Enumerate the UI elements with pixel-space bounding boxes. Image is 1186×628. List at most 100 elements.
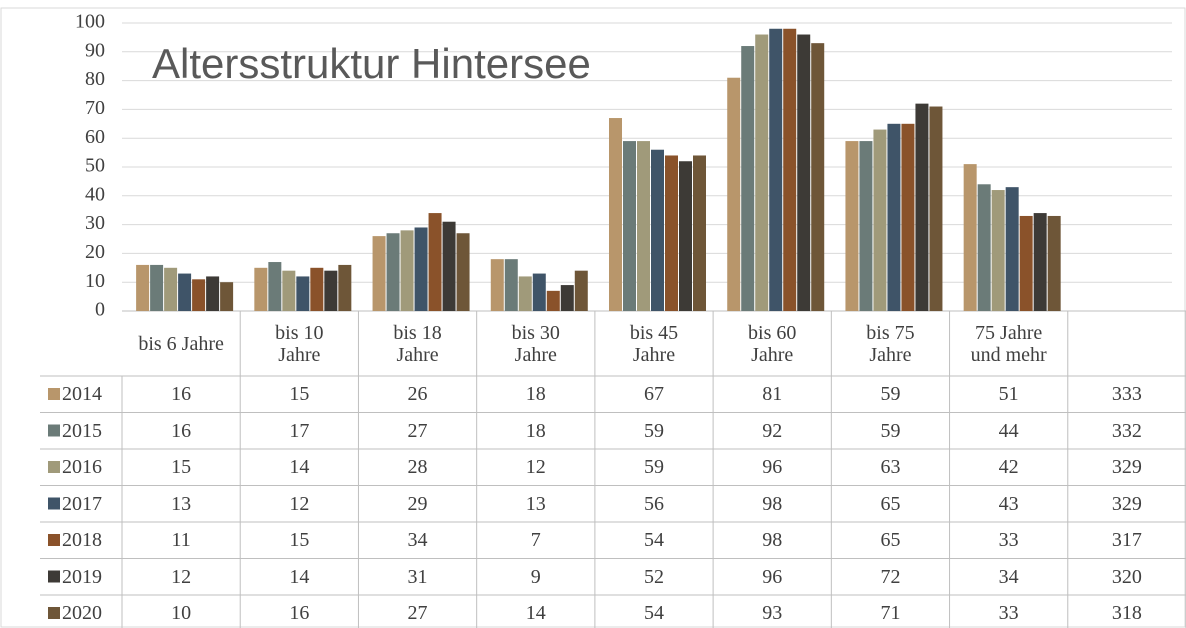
bar	[504, 259, 518, 311]
table-value: 34	[407, 529, 428, 551]
bar	[1047, 215, 1061, 311]
bar	[532, 273, 546, 311]
x-tick-label: bis 75 Jahre	[866, 322, 915, 366]
bar	[192, 279, 206, 311]
bar	[1033, 213, 1047, 311]
bar	[755, 34, 769, 312]
table-value: 81	[762, 383, 783, 405]
table-total: 317	[1111, 529, 1142, 551]
table-value: 27	[407, 602, 428, 624]
table-total: 333	[1111, 383, 1142, 405]
legend-label: 2020	[62, 602, 102, 624]
bar	[178, 273, 192, 311]
table-total: 329	[1111, 456, 1142, 478]
x-tick-label: bis 45 Jahre	[629, 322, 679, 366]
bar	[797, 34, 811, 312]
legend-label: 2018	[62, 529, 102, 551]
table-value: 33	[998, 529, 1019, 551]
table-value: 14	[525, 602, 546, 624]
legend-swatch	[48, 607, 60, 619]
legend-swatch	[48, 497, 60, 510]
table-value: 15	[289, 529, 310, 551]
table-value: 27	[407, 419, 428, 442]
x-tick-label: bis 6 Jahre	[138, 333, 224, 355]
table-value: 51	[998, 383, 1019, 405]
bar	[560, 285, 574, 311]
bar	[963, 164, 977, 311]
table-value: 26	[407, 383, 428, 405]
bar	[518, 276, 532, 311]
table-value: 10	[171, 602, 192, 624]
table-value: 98	[762, 492, 783, 515]
table-total: 332	[1111, 419, 1142, 442]
table-value: 31	[407, 565, 428, 588]
x-tick-label: bis 60 Jahre	[748, 322, 797, 366]
table-value: 54	[643, 529, 664, 551]
bar	[1019, 215, 1033, 311]
bar	[741, 46, 755, 311]
bar	[296, 276, 310, 311]
bar	[679, 161, 692, 311]
table-value: 9	[530, 565, 541, 588]
bar	[338, 264, 352, 311]
bar	[665, 155, 678, 311]
legend-swatch	[48, 424, 60, 437]
table-value: 11	[171, 529, 191, 551]
legend-label: 2015	[62, 419, 102, 442]
plot-frame	[0, 7, 1186, 628]
table-value: 33	[998, 602, 1019, 624]
bar	[442, 221, 456, 311]
table-value: 59	[643, 456, 664, 478]
bar	[845, 141, 859, 311]
bar	[220, 282, 234, 311]
bar	[400, 230, 414, 311]
y-tick-label: 60	[85, 126, 105, 148]
table-value: 52	[643, 565, 664, 588]
table-value: 14	[289, 456, 310, 478]
bar	[623, 141, 636, 311]
bar	[414, 227, 428, 311]
x-tick-label: bis 10 Jahre	[275, 322, 324, 366]
legend-label: 2017	[62, 492, 102, 515]
y-tick-label: 0	[95, 299, 105, 321]
bar	[310, 267, 324, 311]
bar	[637, 141, 650, 311]
table-total: 329	[1111, 492, 1142, 515]
bar	[977, 184, 991, 311]
table-value: 12	[171, 565, 192, 588]
table-total: 320	[1111, 565, 1142, 588]
bar	[490, 259, 504, 311]
legend-swatch	[48, 461, 60, 473]
bar	[546, 290, 560, 311]
table-value: 72	[880, 565, 901, 588]
table-value: 12	[525, 456, 546, 478]
bar	[456, 233, 470, 311]
bar	[574, 270, 588, 311]
bar	[428, 213, 442, 311]
bar	[206, 276, 220, 311]
bar	[873, 129, 887, 311]
bar	[915, 103, 929, 311]
legend-swatch	[48, 570, 60, 583]
bar	[282, 270, 296, 311]
table-value: 96	[762, 565, 783, 588]
legend-swatch	[48, 388, 60, 400]
chart-title: Altersstruktur Hintersee	[152, 40, 591, 87]
table-value: 65	[880, 529, 901, 551]
x-tick-label: bis 18 Jahre	[393, 322, 442, 366]
table-value: 13	[171, 492, 192, 515]
bar	[324, 270, 338, 311]
bar	[164, 267, 178, 311]
bar	[991, 190, 1005, 311]
bar	[693, 155, 706, 311]
bar	[386, 233, 400, 311]
legend-swatch	[48, 534, 60, 546]
table-value: 59	[643, 419, 664, 442]
table-value: 18	[525, 383, 546, 405]
legend-label: 2014	[62, 383, 102, 405]
bar	[150, 264, 164, 311]
table-value: 65	[880, 492, 901, 515]
table-value: 54	[643, 602, 664, 624]
